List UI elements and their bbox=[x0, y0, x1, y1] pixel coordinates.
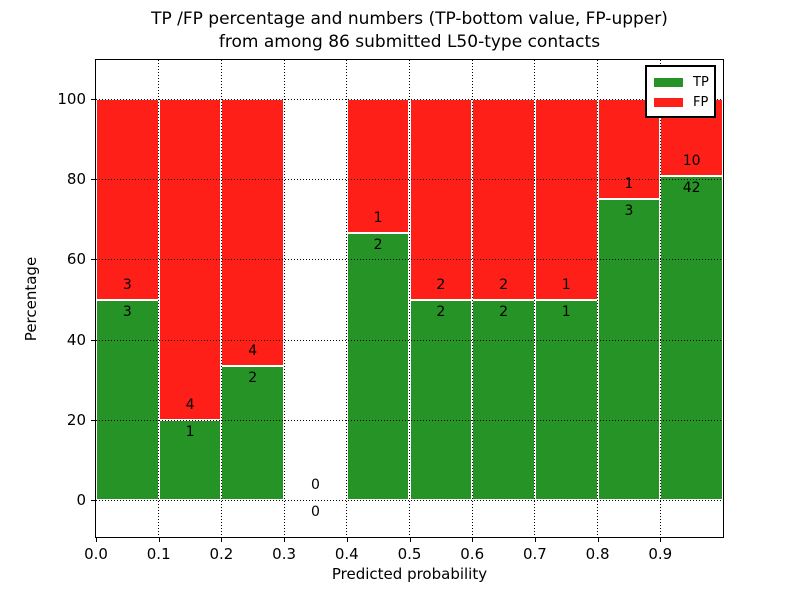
gridline-horizontal bbox=[96, 339, 723, 341]
x-tick-mark bbox=[660, 538, 662, 542]
x-axis-label: Predicted probability bbox=[331, 565, 488, 583]
bar-segment-fp bbox=[221, 99, 285, 367]
legend-label: FP bbox=[693, 94, 709, 110]
y-tick-mark bbox=[91, 339, 95, 341]
y-tick-label: 60 bbox=[66, 250, 86, 269]
gridline-vertical bbox=[220, 60, 222, 537]
bar-segment-fp bbox=[534, 99, 598, 300]
x-tick-label: 0.4 bbox=[334, 545, 359, 563]
tp-count-label: 42 bbox=[682, 180, 701, 197]
chart-title-line2: from among 86 submitted L50-type contact… bbox=[218, 32, 601, 52]
x-tick-mark bbox=[96, 538, 97, 542]
chart-title: TP /FP percentage and numbers (TP-bottom… bbox=[96, 8, 723, 54]
gridline-vertical bbox=[534, 60, 536, 537]
fp-count-label: 1 bbox=[624, 176, 634, 193]
legend-item: FP bbox=[654, 92, 709, 112]
y-tick-label: 40 bbox=[66, 330, 86, 349]
x-tick-mark bbox=[597, 538, 599, 542]
bar-segment-tp bbox=[660, 176, 723, 500]
x-tick-mark bbox=[158, 538, 160, 542]
x-tick-label: 0.8 bbox=[585, 545, 610, 563]
fp-count-label: 0 bbox=[310, 477, 320, 493]
chart-title-line1: TP /FP percentage and numbers (TP-bottom… bbox=[151, 9, 668, 29]
fp-count-label: 1 bbox=[561, 276, 571, 293]
tp-count-label: 2 bbox=[248, 370, 258, 387]
fp-count-label: 3 bbox=[122, 276, 132, 293]
legend: TP FP bbox=[645, 65, 716, 118]
gridline-vertical bbox=[283, 60, 285, 537]
x-tick-label: 0.5 bbox=[397, 545, 422, 563]
gridline-horizontal bbox=[96, 179, 723, 181]
y-tick-mark bbox=[91, 179, 95, 181]
gridline-vertical bbox=[471, 60, 473, 537]
gridline-horizontal bbox=[96, 99, 723, 100]
tp-count-label: 2 bbox=[373, 236, 383, 253]
x-tick-mark bbox=[534, 538, 536, 542]
y-tick-mark bbox=[91, 99, 95, 100]
x-tick-mark bbox=[472, 538, 474, 542]
bar-segment-tp bbox=[346, 232, 410, 500]
legend-item: TP bbox=[654, 72, 709, 92]
x-tick-label: 0.7 bbox=[522, 545, 547, 563]
x-tick-label: 0.3 bbox=[272, 545, 297, 563]
fp-count-label: 4 bbox=[185, 396, 195, 413]
fp-count-label: 10 bbox=[682, 153, 701, 170]
fp-count-label: 4 bbox=[248, 343, 258, 360]
tp-count-label: 2 bbox=[499, 303, 509, 320]
y-tick-mark bbox=[91, 500, 95, 501]
bar-segment-tp bbox=[96, 299, 159, 500]
y-tick-label: 100 bbox=[57, 90, 86, 108]
x-tick-mark bbox=[409, 538, 411, 542]
legend-swatch-fp bbox=[654, 97, 683, 107]
x-tick-label: 0.6 bbox=[460, 545, 485, 563]
gridline-vertical bbox=[659, 60, 661, 537]
fp-count-label: 2 bbox=[499, 276, 509, 293]
bar-segment-fp bbox=[96, 99, 159, 300]
y-axis-label: Percentage bbox=[22, 256, 40, 342]
x-tick-label: 0.2 bbox=[209, 545, 234, 563]
legend-label: TP bbox=[693, 74, 709, 90]
x-tick-mark bbox=[284, 538, 286, 542]
tp-count-label: 1 bbox=[561, 303, 571, 320]
y-tick-mark bbox=[91, 419, 95, 421]
x-tick-label: 0.1 bbox=[146, 545, 171, 563]
gridline-horizontal bbox=[96, 419, 723, 421]
tp-count-label: 3 bbox=[122, 303, 132, 320]
x-tick-mark bbox=[221, 538, 223, 542]
gridline-horizontal bbox=[96, 259, 723, 261]
gridline-vertical bbox=[158, 60, 160, 537]
bar-segment-tp bbox=[534, 299, 598, 500]
gridline-vertical bbox=[346, 60, 348, 537]
gridline-vertical bbox=[409, 60, 410, 537]
x-tick-label: 0.9 bbox=[648, 545, 673, 563]
y-tick-label: 20 bbox=[66, 410, 86, 429]
gridline-horizontal bbox=[96, 500, 723, 501]
tp-count-label: 2 bbox=[436, 303, 446, 320]
x-tick-label: 0.0 bbox=[84, 545, 108, 563]
fp-count-label: 1 bbox=[373, 209, 383, 226]
x-tick-mark bbox=[346, 538, 348, 542]
legend-swatch-tp bbox=[654, 77, 683, 87]
bar-segment-tp bbox=[409, 299, 473, 500]
bar-segment-fp bbox=[409, 99, 473, 300]
y-tick-label: 80 bbox=[66, 170, 86, 189]
tp-count-label: 0 bbox=[310, 504, 320, 520]
y-tick-mark bbox=[91, 259, 95, 261]
tp-count-label: 3 bbox=[624, 203, 634, 220]
plot-area: 3 3 4 1 4 2 0 0 1 2 2 2 2 2 1 1 1 3 10 42 bbox=[95, 59, 724, 538]
bar-segment-tp bbox=[472, 299, 535, 500]
y-tick-label: 0 bbox=[76, 491, 86, 509]
fp-count-label: 2 bbox=[436, 276, 446, 293]
bar-segment-fp bbox=[472, 99, 535, 300]
bar-segment-tp bbox=[597, 199, 661, 500]
gridline-vertical bbox=[597, 60, 599, 537]
tp-count-label: 1 bbox=[185, 423, 195, 440]
